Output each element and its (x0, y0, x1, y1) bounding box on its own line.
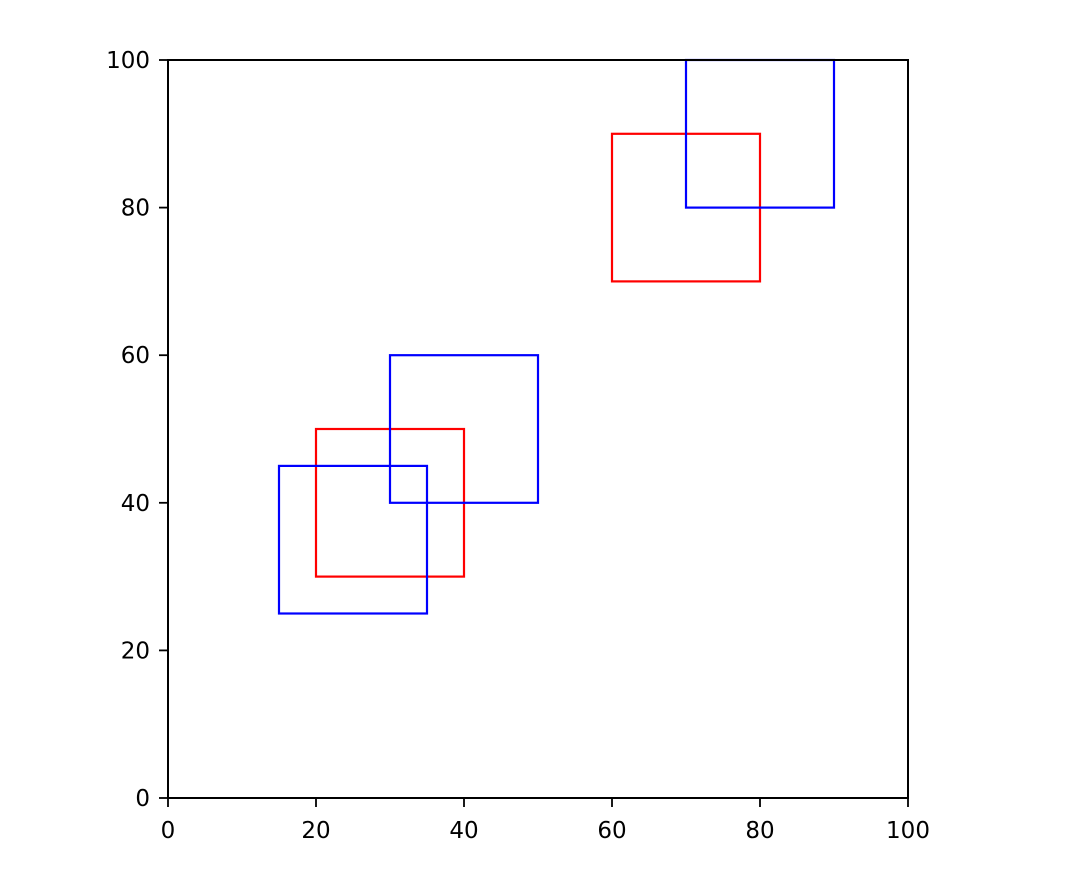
y-tick-label: 60 (121, 343, 150, 369)
y-axis: 0 20 40 60 80 100 (106, 48, 168, 812)
rectangles-layer (277, 58, 836, 615)
x-tick-label: 60 (597, 818, 626, 844)
x-tick-label: 40 (449, 818, 478, 844)
y-tick-label: 0 (135, 786, 150, 812)
axes-frame (167, 59, 909, 799)
x-axis: 0 20 40 60 80 100 (161, 798, 930, 844)
y-tick-label: 20 (121, 638, 150, 664)
rect-series-1-1 (388, 354, 540, 504)
x-tick-label: 0 (161, 818, 176, 844)
rect-series-1-0 (277, 464, 429, 615)
x-tick-label: 80 (745, 818, 774, 844)
y-tick-label: 40 (121, 491, 150, 517)
x-tick-label: 20 (301, 818, 330, 844)
y-tick-label: 100 (106, 48, 150, 74)
y-tick-label: 80 (121, 196, 150, 222)
x-tick-label: 100 (886, 818, 930, 844)
